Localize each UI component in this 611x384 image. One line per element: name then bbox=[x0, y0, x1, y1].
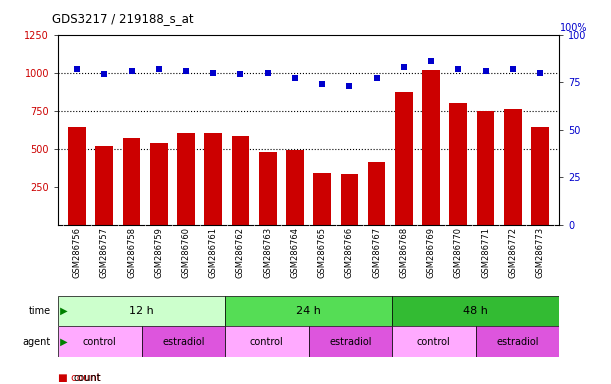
Bar bbox=[68, 127, 86, 225]
Bar bbox=[286, 150, 304, 225]
Point bbox=[181, 68, 191, 74]
Point bbox=[208, 70, 218, 76]
Bar bbox=[259, 152, 277, 225]
Text: GDS3217 / 219188_s_at: GDS3217 / 219188_s_at bbox=[52, 12, 194, 25]
Bar bbox=[422, 70, 440, 225]
Point bbox=[126, 68, 136, 74]
Bar bbox=[309, 326, 392, 357]
Bar bbox=[58, 326, 142, 357]
Bar bbox=[340, 174, 358, 225]
Text: GSM286773: GSM286773 bbox=[535, 227, 544, 278]
Point bbox=[154, 66, 164, 72]
Bar bbox=[225, 326, 309, 357]
Bar bbox=[177, 133, 195, 225]
Text: ▶: ▶ bbox=[57, 337, 67, 347]
Point bbox=[345, 83, 354, 89]
Point bbox=[317, 81, 327, 87]
Point bbox=[426, 58, 436, 64]
Text: GSM286763: GSM286763 bbox=[263, 227, 273, 278]
Text: GSM286764: GSM286764 bbox=[290, 227, 299, 278]
Text: GSM286771: GSM286771 bbox=[481, 227, 490, 278]
Point bbox=[371, 75, 381, 81]
Bar bbox=[392, 296, 559, 326]
Text: control: control bbox=[250, 337, 284, 347]
Bar bbox=[205, 132, 222, 225]
Text: GSM286765: GSM286765 bbox=[318, 227, 327, 278]
Bar bbox=[450, 103, 467, 225]
Point bbox=[535, 70, 545, 76]
Point bbox=[399, 64, 409, 70]
Bar bbox=[531, 127, 549, 225]
Text: GSM286770: GSM286770 bbox=[454, 227, 463, 278]
Text: GSM286758: GSM286758 bbox=[127, 227, 136, 278]
Text: estradiol: estradiol bbox=[496, 337, 538, 347]
Point bbox=[508, 66, 518, 72]
Bar bbox=[504, 109, 522, 225]
Text: GSM286757: GSM286757 bbox=[100, 227, 109, 278]
Bar bbox=[477, 111, 494, 225]
Text: GSM286766: GSM286766 bbox=[345, 227, 354, 278]
Bar bbox=[232, 136, 249, 225]
Bar bbox=[392, 326, 475, 357]
Bar bbox=[225, 296, 392, 326]
Text: count: count bbox=[73, 373, 101, 383]
Bar bbox=[395, 92, 412, 225]
Bar bbox=[313, 173, 331, 225]
Text: GSM286767: GSM286767 bbox=[372, 227, 381, 278]
Text: 12 h: 12 h bbox=[129, 306, 154, 316]
Text: estradiol: estradiol bbox=[329, 337, 371, 347]
Point bbox=[72, 66, 82, 72]
Bar bbox=[142, 326, 225, 357]
Text: control: control bbox=[417, 337, 451, 347]
Point bbox=[263, 70, 273, 76]
Text: 48 h: 48 h bbox=[463, 306, 488, 316]
Text: GSM286762: GSM286762 bbox=[236, 227, 245, 278]
Bar bbox=[368, 162, 386, 225]
Text: GSM286759: GSM286759 bbox=[155, 227, 163, 278]
Text: GSM286772: GSM286772 bbox=[508, 227, 518, 278]
Text: GSM286768: GSM286768 bbox=[400, 227, 408, 278]
Text: estradiol: estradiol bbox=[162, 337, 205, 347]
Point bbox=[100, 71, 109, 78]
Text: 24 h: 24 h bbox=[296, 306, 321, 316]
Bar bbox=[123, 138, 141, 225]
Text: ▶: ▶ bbox=[57, 306, 67, 316]
Text: control: control bbox=[83, 337, 117, 347]
Bar bbox=[475, 326, 559, 357]
Bar bbox=[58, 296, 225, 326]
Text: time: time bbox=[29, 306, 51, 316]
Text: agent: agent bbox=[23, 337, 51, 347]
Bar bbox=[150, 143, 167, 225]
Point bbox=[236, 71, 246, 78]
Text: GSM286761: GSM286761 bbox=[209, 227, 218, 278]
Text: GSM286756: GSM286756 bbox=[73, 227, 82, 278]
Point bbox=[481, 68, 491, 74]
Bar bbox=[95, 146, 113, 225]
Text: ■ count: ■ count bbox=[58, 373, 101, 383]
Text: GSM286760: GSM286760 bbox=[181, 227, 191, 278]
Point bbox=[453, 66, 463, 72]
Text: GSM286769: GSM286769 bbox=[426, 227, 436, 278]
Point bbox=[290, 75, 300, 81]
Text: 100%: 100% bbox=[560, 23, 588, 33]
